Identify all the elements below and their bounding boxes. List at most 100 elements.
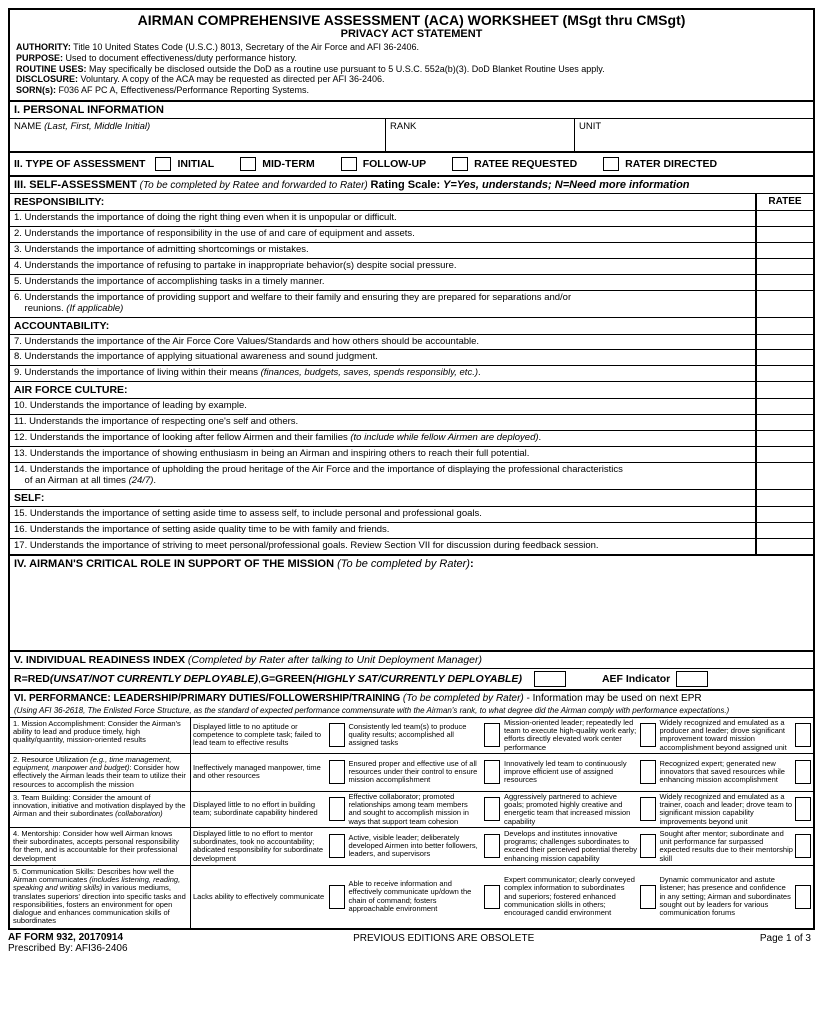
rating-box[interactable]	[755, 291, 813, 317]
perf-checkbox[interactable]	[329, 760, 345, 784]
aef-box[interactable]	[676, 671, 708, 687]
perf-checkbox[interactable]	[484, 797, 500, 821]
rating-box[interactable]	[755, 447, 813, 462]
chk-rateereq[interactable]	[452, 157, 468, 171]
priv-disc: Voluntary. A copy of the ACA may be requ…	[81, 74, 385, 84]
form-title: AIRMAN COMPREHENSIVE ASSESSMENT (ACA) WO…	[10, 10, 813, 28]
rating-box-blank	[755, 382, 813, 398]
perf-checkbox[interactable]	[484, 885, 500, 909]
rating-box[interactable]	[755, 415, 813, 430]
s3-rs: Rating Scale:	[371, 179, 441, 191]
question-text: 16. Understands the importance of settin…	[10, 523, 755, 538]
question-text: 15. Understands the importance of settin…	[10, 507, 755, 522]
perf-label: 2. Resource Utilization (e.g., time mana…	[10, 754, 191, 791]
editions: PREVIOUS EDITIONS ARE OBSOLETE	[353, 932, 534, 954]
page-num: Page 1 of 3	[760, 932, 811, 954]
question-text: 4. Understands the importance of refusin…	[10, 259, 755, 274]
perf-checkbox[interactable]	[795, 885, 811, 909]
s2-header: II. TYPE OF ASSESSMENT	[14, 158, 145, 170]
readiness-box[interactable]	[534, 671, 566, 687]
perf-checkbox[interactable]	[640, 760, 656, 784]
perf-checkbox[interactable]	[484, 834, 500, 858]
perf-checkbox[interactable]	[484, 760, 500, 784]
perf-checkbox[interactable]	[329, 834, 345, 858]
rating-box[interactable]	[755, 366, 813, 381]
l-followup: FOLLOW-UP	[363, 158, 426, 170]
question-text: 2. Understands the importance of respons…	[10, 227, 755, 242]
footer: AF FORM 932, 20170914Prescribed By: AFI3…	[8, 930, 811, 954]
aef-label: AEF Indicator	[602, 673, 670, 685]
perf-checkbox[interactable]	[484, 723, 500, 747]
s6-note: - Information may be used on next EPR	[524, 693, 702, 704]
perf-option: Active, visible leader; deliberately dev…	[347, 828, 503, 865]
s5-sub: (Completed by Rater after talking to Uni…	[188, 654, 482, 666]
rank-label[interactable]: RANK	[386, 119, 575, 151]
question-text: 6. Understands the importance of providi…	[10, 291, 755, 317]
name-hint: (Last, First, Middle Initial)	[44, 121, 150, 132]
question-list: 1. Understands the importance of doing t…	[10, 211, 813, 554]
perf-option: Recognized expert; generated new innovat…	[658, 754, 814, 791]
chk-raterdirected[interactable]	[603, 157, 619, 171]
priv-rout: May specifically be disclosed outside th…	[89, 64, 605, 74]
perf-option: Displayed little to no effort in buildin…	[191, 792, 347, 827]
chk-midterm[interactable]	[240, 157, 256, 171]
priv-purp: Used to document effectiveness/duty perf…	[66, 53, 297, 63]
perf-checkbox[interactable]	[640, 797, 656, 821]
chk-initial[interactable]	[155, 157, 171, 171]
rating-box[interactable]	[755, 243, 813, 258]
category-header: AIR FORCE CULTURE:	[10, 382, 755, 398]
priv-auth: Title 10 United States Code (U.S.C.) 801…	[73, 42, 419, 52]
rating-box[interactable]	[755, 431, 813, 446]
rating-box[interactable]	[755, 259, 813, 274]
perf-option: Able to receive information and effectiv…	[347, 866, 503, 928]
question-text: 11. Understands the importance of respec…	[10, 415, 755, 430]
perf-option: Ineffectively managed manpower, time and…	[191, 754, 347, 791]
perf-option: Effective collaborator; promoted relatio…	[347, 792, 503, 827]
rating-box[interactable]	[755, 275, 813, 290]
chk-followup[interactable]	[341, 157, 357, 171]
perf-checkbox[interactable]	[329, 797, 345, 821]
rating-box-blank	[755, 539, 813, 554]
rating-box[interactable]	[755, 523, 813, 538]
rating-box[interactable]	[755, 211, 813, 226]
perf-checkbox[interactable]	[795, 797, 811, 821]
s5-ri: (UNSAT/NOT CURRENTLY DEPLOYABLE)	[50, 673, 258, 685]
perf-label: 4. Mentorship: Consider how well Airman …	[10, 828, 191, 865]
perf-checkbox[interactable]	[795, 760, 811, 784]
privacy-title: PRIVACY ACT STATEMENT	[10, 28, 813, 40]
perf-checkbox[interactable]	[640, 834, 656, 858]
rating-box-blank	[755, 490, 813, 506]
question-text: 12. Understands the importance of lookin…	[10, 431, 755, 446]
category-header: SELF:	[10, 490, 755, 506]
s6-header: VI. PERFORMANCE: LEADERSHIP/PRIMARY DUTI…	[10, 691, 813, 706]
perf-label: 1. Mission Accomplishment: Consider the …	[10, 718, 191, 753]
perf-checkbox[interactable]	[795, 723, 811, 747]
s4-sub: (To be completed by Rater)	[337, 558, 470, 570]
question-text: 14. Understands the importance of uphold…	[10, 463, 755, 489]
question-text: 7. Understands the importance of the Air…	[10, 335, 755, 350]
perf-checkbox[interactable]	[640, 885, 656, 909]
unit-label[interactable]: UNIT	[575, 119, 813, 151]
priv-sorn: F036 AF PC A, Effectiveness/Performance …	[59, 85, 309, 95]
rating-box[interactable]	[755, 507, 813, 522]
perf-checkbox[interactable]	[329, 885, 345, 909]
perf-option: Sought after mentor; subordinate and uni…	[658, 828, 814, 865]
perf-label: 5. Communication Skills: Describes how w…	[10, 866, 191, 928]
s3-header: III. SELF-ASSESSMENT (To be completed by…	[10, 177, 813, 194]
perf-option: Develops and institutes innovative progr…	[502, 828, 658, 865]
perf-label: 3. Team Building: Consider the amount of…	[10, 792, 191, 827]
s6-subtitle: (Using AFI 36-2618, The Enlisted Force S…	[10, 706, 813, 718]
rating-box[interactable]	[755, 399, 813, 414]
s2-row: II. TYPE OF ASSESSMENT INITIAL MID-TERM …	[10, 153, 813, 177]
perf-option: Widely recognized and emulated as a trai…	[658, 792, 814, 827]
rating-box[interactable]	[755, 335, 813, 350]
rating-box[interactable]	[755, 463, 813, 489]
perf-checkbox[interactable]	[795, 834, 811, 858]
perf-checkbox[interactable]	[640, 723, 656, 747]
l-midterm: MID-TERM	[262, 158, 315, 170]
l-initial: INITIAL	[177, 158, 214, 170]
rating-box[interactable]	[755, 227, 813, 242]
rating-box[interactable]	[755, 350, 813, 365]
perf-checkbox[interactable]	[329, 723, 345, 747]
s3-scale: Y=Yes, understands; N=Need more informat…	[443, 179, 690, 191]
